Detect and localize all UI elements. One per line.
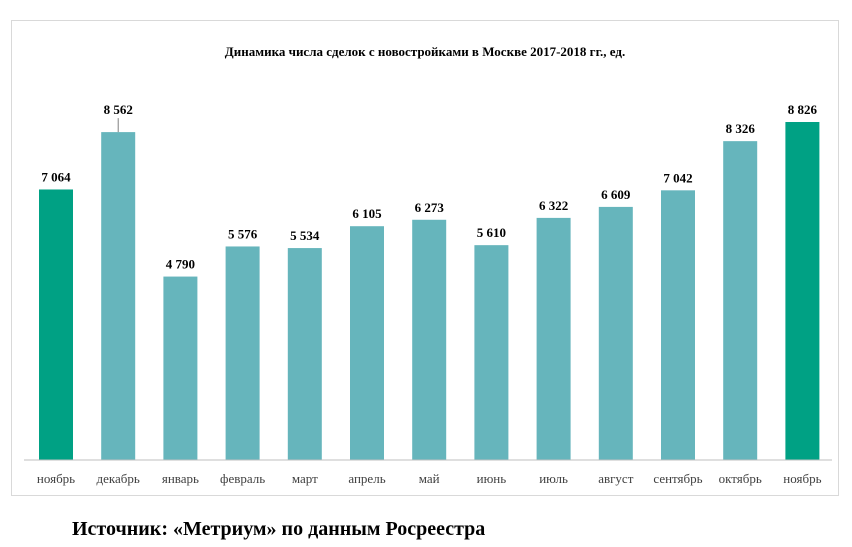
data-label: 7 064 — [41, 169, 71, 184]
data-label: 8 826 — [788, 102, 818, 117]
category-label: март — [292, 471, 318, 486]
data-label: 4 790 — [166, 257, 195, 272]
data-label: 5 576 — [228, 226, 258, 241]
bar-4 — [287, 248, 322, 460]
data-label: 6 609 — [601, 187, 631, 202]
bar-12 — [785, 122, 820, 460]
bar-9 — [598, 206, 633, 460]
category-label: октябрь — [719, 471, 762, 486]
category-label: июль — [539, 471, 568, 486]
category-label: август — [598, 471, 634, 486]
category-label: февраль — [220, 471, 265, 486]
bar-7 — [474, 245, 509, 460]
bar-8 — [536, 217, 571, 460]
bar-5 — [350, 226, 384, 460]
data-label: 5 534 — [290, 228, 320, 243]
category-label: ноябрь — [783, 471, 821, 486]
category-label: июнь — [477, 471, 507, 486]
category-label: ноябрь — [37, 471, 75, 486]
data-label: 6 105 — [352, 206, 382, 221]
category-label: декабрь — [97, 471, 140, 486]
category-label: сентябрь — [653, 471, 702, 486]
category-label: май — [419, 471, 440, 486]
source-note: Источник: «Метриум» по данным Росреестра — [72, 518, 486, 540]
data-label: 7 042 — [663, 170, 692, 185]
data-label: 6 322 — [539, 198, 568, 213]
data-label: 6 273 — [415, 200, 445, 215]
category-label: январь — [162, 471, 199, 486]
bar-0 — [39, 189, 73, 460]
bar-3 — [225, 246, 260, 460]
data-label: 5 610 — [477, 225, 506, 240]
data-label: 8 562 — [104, 102, 133, 117]
bar-6 — [412, 219, 447, 460]
category-label: апрель — [348, 471, 385, 486]
bar-1 — [101, 132, 136, 461]
bar-10 — [661, 190, 695, 461]
data-label: 8 326 — [726, 121, 756, 136]
bar-2 — [163, 276, 198, 460]
chart-title: Динамика числа сделок с новостройками в … — [224, 44, 626, 59]
bar-11 — [723, 141, 758, 461]
